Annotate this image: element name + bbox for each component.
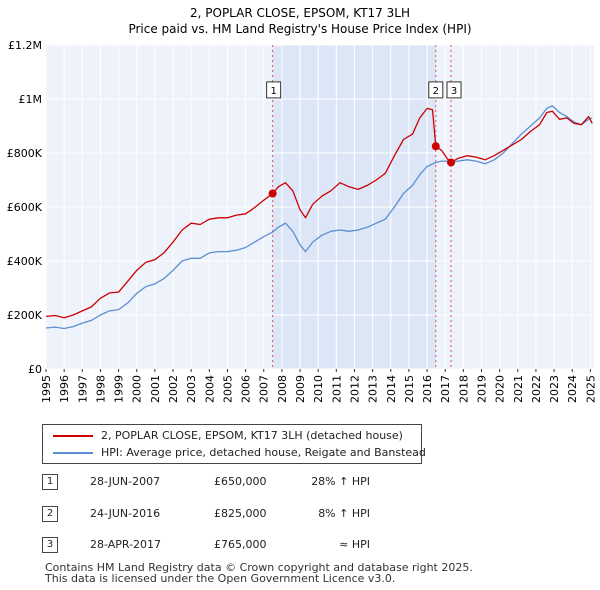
x-tick-label: 2011 bbox=[330, 375, 343, 403]
transaction-date: 28-APR-2017 bbox=[90, 538, 162, 551]
x-tick-label: 2023 bbox=[548, 375, 561, 403]
sale-label-box bbox=[428, 81, 444, 99]
sale-point bbox=[447, 158, 456, 167]
footer-attribution: Contains HM Land Registry data © Crown c… bbox=[45, 561, 473, 585]
x-tick-label: 2002 bbox=[167, 375, 180, 403]
legend-label-hpi: HPI: Average price, detached house, Reig… bbox=[101, 446, 426, 459]
x-tick-label: 2025 bbox=[584, 375, 597, 403]
x-tick-label: 2016 bbox=[421, 375, 434, 403]
x-tick-label: 2001 bbox=[149, 375, 162, 403]
sale-label-box bbox=[446, 81, 462, 99]
legend: 2, POPLAR CLOSE, EPSOM, KT17 3LH (detach… bbox=[42, 424, 426, 464]
transaction-price: £650,000 bbox=[214, 475, 267, 488]
hpi-series-line bbox=[45, 105, 593, 330]
x-tick-label: 2017 bbox=[439, 375, 452, 403]
x-tick-label: 2022 bbox=[530, 375, 543, 403]
transaction-price: £825,000 bbox=[214, 507, 267, 520]
transaction-number: 1 bbox=[42, 474, 58, 490]
y-tick-label: £800K bbox=[7, 147, 43, 160]
transaction-row: 3 28-APR-2017 £765,000 ≈ HPI bbox=[0, 537, 600, 557]
x-tick-label: 2010 bbox=[312, 375, 325, 403]
transaction-row: 2 24-JUN-2016 £825,000 8% ↑ HPI bbox=[0, 506, 600, 526]
x-tick-label: 2004 bbox=[203, 375, 216, 403]
transaction-hpi: 8% ↑ HPI bbox=[318, 507, 370, 520]
legend-label-property: 2, POPLAR CLOSE, EPSOM, KT17 3LH (detach… bbox=[101, 429, 403, 442]
x-tick-label: 2012 bbox=[348, 375, 361, 403]
x-tick-label: 2007 bbox=[258, 375, 271, 403]
y-tick-label: £200K bbox=[7, 309, 43, 322]
x-tick-label: 2021 bbox=[512, 375, 525, 403]
transaction-hpi: 28% ↑ HPI bbox=[311, 475, 370, 488]
x-tick-label: 2018 bbox=[457, 375, 470, 403]
chart-subtitle: Price paid vs. HM Land Registry's House … bbox=[128, 22, 471, 36]
x-tick-label: 2008 bbox=[276, 375, 289, 403]
x-tick-label: 2014 bbox=[385, 375, 398, 403]
x-tick-label: 2015 bbox=[403, 375, 416, 403]
price-chart: 2, POPLAR CLOSE, EPSOM, KT17 3LH Price p… bbox=[7, 6, 598, 403]
transaction-price: £765,000 bbox=[214, 538, 267, 551]
legend-swatch-property bbox=[53, 435, 93, 437]
sale-point bbox=[431, 142, 440, 151]
sale-label-box bbox=[266, 81, 282, 99]
y-tick-label: £0 bbox=[28, 363, 42, 376]
transaction-hpi: ≈ HPI bbox=[339, 538, 370, 551]
chart-title: 2, POPLAR CLOSE, EPSOM, KT17 3LH bbox=[190, 6, 410, 20]
x-tick-label: 2009 bbox=[294, 375, 307, 403]
y-tick-label: £1.2M bbox=[8, 39, 42, 52]
x-tick-label: 2000 bbox=[131, 375, 144, 403]
property-series-line bbox=[45, 107, 593, 319]
x-tick-label: 2006 bbox=[240, 375, 253, 403]
x-tick-label: 2024 bbox=[566, 375, 579, 403]
sale-label: 1 bbox=[270, 86, 276, 97]
transaction-row: 1 28-JUN-2007 £650,000 28% ↑ HPI bbox=[0, 474, 600, 494]
transaction-number: 2 bbox=[42, 506, 58, 522]
y-tick-label: £1M bbox=[19, 93, 43, 106]
transaction-date: 28-JUN-2007 bbox=[90, 475, 161, 488]
x-tick-label: 2013 bbox=[367, 375, 380, 403]
x-tick-label: 2005 bbox=[221, 375, 234, 403]
transaction-date: 24-JUN-2016 bbox=[90, 507, 161, 520]
x-tick-label: 1998 bbox=[94, 375, 107, 403]
sale-label: 3 bbox=[451, 86, 457, 97]
x-tick-label: 2019 bbox=[475, 375, 488, 403]
sale-label: 2 bbox=[433, 86, 439, 97]
x-tick-label: 1995 bbox=[40, 375, 53, 403]
x-tick-label: 1999 bbox=[113, 375, 126, 403]
x-tick-label: 1997 bbox=[76, 375, 89, 403]
y-tick-label: £600K bbox=[7, 201, 43, 214]
transaction-number: 3 bbox=[42, 537, 58, 553]
x-tick-label: 2020 bbox=[494, 375, 507, 403]
y-tick-label: £400K bbox=[7, 255, 43, 268]
legend-swatch-hpi bbox=[53, 452, 93, 454]
x-tick-label: 1996 bbox=[58, 375, 71, 403]
x-tick-label: 2003 bbox=[185, 375, 198, 403]
sale-point bbox=[268, 189, 277, 198]
